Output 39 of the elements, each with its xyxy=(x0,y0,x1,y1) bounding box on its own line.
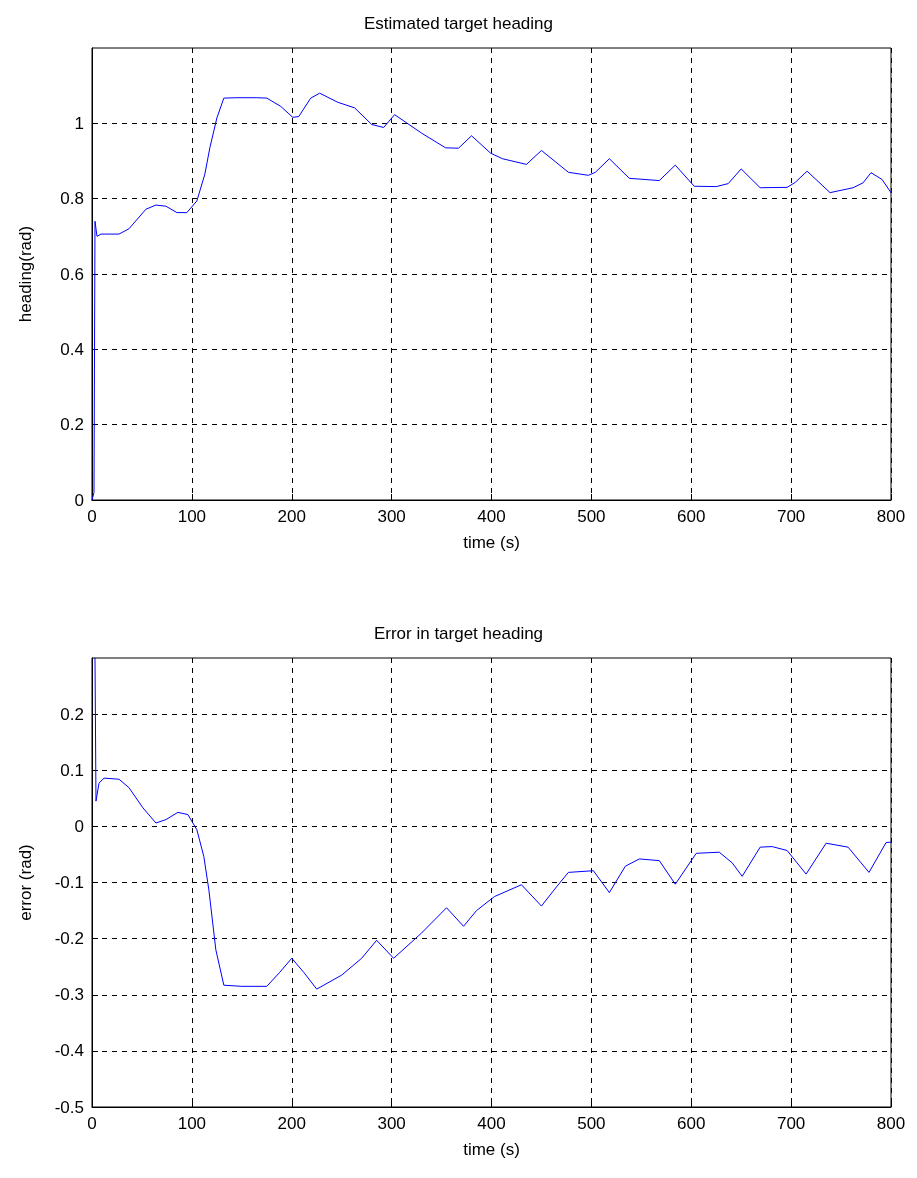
x-tick-label: 400 xyxy=(477,507,506,526)
x-axis-title: time (s) xyxy=(463,1140,520,1159)
x-tick-label: 600 xyxy=(677,507,706,526)
y-axis-title: heading(rad) xyxy=(16,225,35,323)
x-tick-label: 700 xyxy=(776,507,806,526)
chart-title: Error in target heading xyxy=(373,624,544,643)
x-tick-label: 100 xyxy=(177,1114,207,1133)
y-tick-label: 0.1 xyxy=(60,760,84,780)
line-series xyxy=(94,657,892,990)
x-tick-label: 300 xyxy=(377,1114,406,1133)
x-tick-label: 0 xyxy=(87,507,97,526)
x-tick-label: 200 xyxy=(277,507,306,526)
x-tick-label: 100 xyxy=(177,507,207,526)
x-tick-label: 500 xyxy=(577,507,606,526)
y-tick-label: 1 xyxy=(74,113,84,133)
y-tick-label: 0.6 xyxy=(60,264,84,284)
y-tick-label: 0.4 xyxy=(60,339,84,359)
x-tick-label: 300 xyxy=(377,507,406,526)
x-tick-label: 800 xyxy=(876,507,906,526)
x-tick-label: 700 xyxy=(776,1114,806,1133)
x-tick-label: 200 xyxy=(277,1114,306,1133)
y-tick-label: 0 xyxy=(74,490,84,510)
y-tick-label: -0.4 xyxy=(54,1041,84,1061)
x-tick-label: 400 xyxy=(477,1114,506,1133)
x-tick-label: 0 xyxy=(87,1114,97,1133)
chart-title: Estimated target heading xyxy=(363,14,554,33)
y-tick-label: 0.8 xyxy=(60,189,84,209)
y-tick-label: 0 xyxy=(74,816,84,836)
x-tick-label: 800 xyxy=(876,1114,906,1133)
y-tick-label: -0.2 xyxy=(54,929,84,949)
x-tick-label: 500 xyxy=(577,1114,606,1133)
y-tick-label: -0.1 xyxy=(54,873,84,892)
x-axis-title: time (s) xyxy=(463,533,520,552)
y-tick-label: 0.2 xyxy=(60,415,84,435)
y-tick-label: -0.5 xyxy=(54,1097,84,1117)
y-tick-label: 0.2 xyxy=(60,704,84,724)
y-tick-label: -0.3 xyxy=(54,985,84,1005)
y-axis-title: error (rad) xyxy=(16,844,35,921)
x-tick-label: 600 xyxy=(677,1114,706,1133)
